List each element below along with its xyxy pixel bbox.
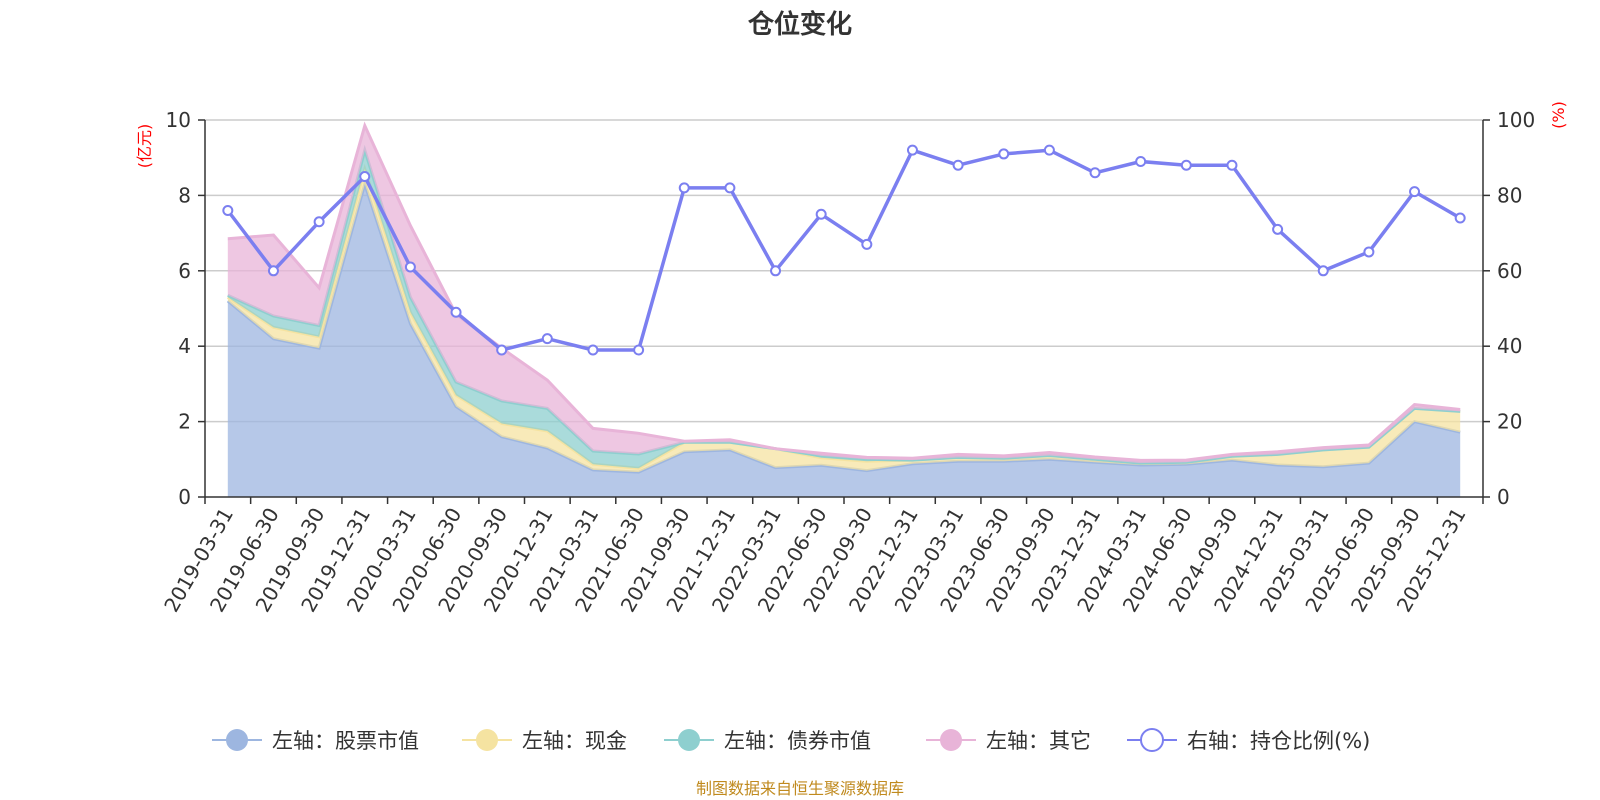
source-footer: 制图数据来自恒生聚源数据库 bbox=[696, 779, 904, 798]
ratio-point bbox=[998, 148, 1010, 160]
stacked-areas bbox=[226, 121, 1461, 497]
ratio-point bbox=[496, 344, 508, 356]
ratio-point bbox=[678, 182, 690, 194]
legend-label: 左轴：债券市值 bbox=[724, 729, 871, 753]
legend-label: 左轴：股票市值 bbox=[272, 729, 419, 753]
left-tick-label: 4 bbox=[178, 334, 191, 358]
ratio-point bbox=[587, 344, 599, 356]
ratio-point bbox=[1180, 159, 1192, 171]
left-axis-label: (亿元) bbox=[135, 124, 154, 169]
ratio-point bbox=[313, 216, 325, 228]
ratio-line bbox=[222, 144, 1466, 356]
ratio-point bbox=[1363, 246, 1375, 258]
ratio-point bbox=[1409, 186, 1421, 198]
ratio-point bbox=[1043, 144, 1055, 156]
ratio-point bbox=[1089, 167, 1101, 179]
ratio-point bbox=[359, 171, 371, 183]
ratio-point bbox=[724, 182, 736, 194]
right-axis-label: (%) bbox=[1549, 101, 1568, 129]
ratio-point bbox=[633, 344, 645, 356]
ratio-point bbox=[541, 333, 553, 345]
left-tick-label: 0 bbox=[178, 485, 191, 509]
ratio-point bbox=[222, 204, 234, 216]
right-tick-label: 60 bbox=[1497, 259, 1522, 283]
filled-circle-icon bbox=[678, 729, 700, 751]
right-tick-label: 40 bbox=[1497, 334, 1522, 358]
left-tick-label: 10 bbox=[166, 108, 191, 132]
right-tick-label: 0 bbox=[1497, 485, 1510, 509]
filled-circle-icon bbox=[226, 729, 248, 751]
ratio-point bbox=[1272, 223, 1284, 235]
left-tick-label: 8 bbox=[178, 183, 191, 207]
left-tick-label: 6 bbox=[178, 259, 191, 283]
ratio-point bbox=[770, 265, 782, 277]
filled-circle-icon bbox=[940, 729, 962, 751]
right-tick-label: 100 bbox=[1497, 108, 1535, 132]
right-tick-label: 20 bbox=[1497, 410, 1522, 434]
ratio-point bbox=[861, 238, 873, 250]
legend-label: 左轴：现金 bbox=[522, 729, 627, 753]
ratio-point bbox=[952, 159, 964, 171]
ratio-point bbox=[450, 306, 462, 318]
legend-label: 左轴：其它 bbox=[986, 729, 1091, 753]
ratio-point bbox=[1135, 155, 1147, 167]
chart-title: 仓位变化 bbox=[747, 9, 852, 40]
ratio-line-path bbox=[226, 148, 1462, 352]
hollow-circle-icon bbox=[1140, 728, 1164, 752]
ratio-point bbox=[1226, 159, 1238, 171]
ratio-point bbox=[404, 261, 416, 273]
area-edge-3 bbox=[227, 121, 1461, 462]
left-tick-label: 2 bbox=[178, 410, 191, 434]
ratio-point bbox=[1317, 265, 1329, 277]
legend-label: 右轴：持仓比例(%) bbox=[1187, 729, 1370, 753]
ratio-point bbox=[815, 208, 827, 220]
ratio-point bbox=[906, 144, 918, 156]
legend: 左轴：股票市值 左轴：现金 左轴：债券市值 左轴：其它 右轴：持仓比例(%) bbox=[212, 728, 1370, 753]
right-tick-label: 80 bbox=[1497, 183, 1522, 207]
area-series-3 bbox=[227, 125, 1461, 464]
ratio-point bbox=[267, 265, 279, 277]
filled-circle-icon bbox=[476, 729, 498, 751]
ratio-point bbox=[1454, 212, 1466, 224]
